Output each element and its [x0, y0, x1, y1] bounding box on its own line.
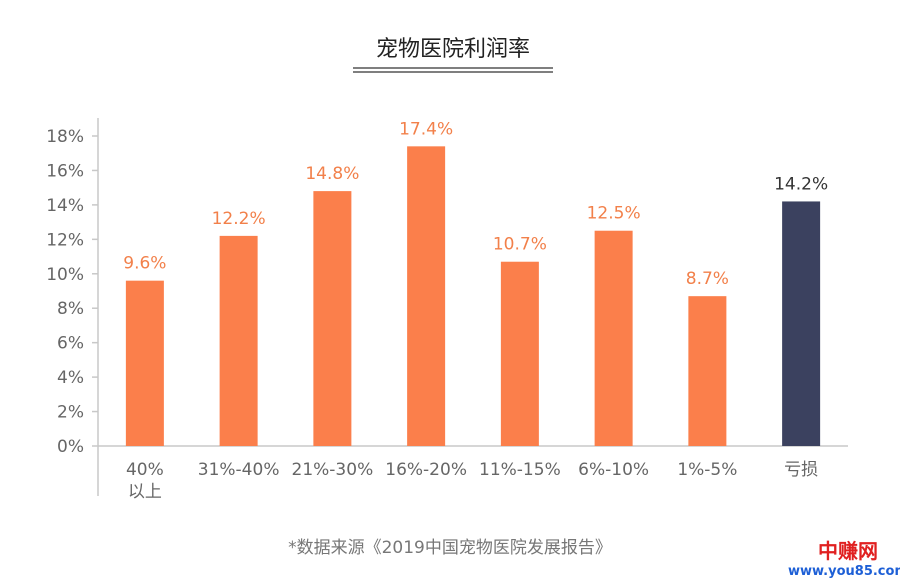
data-label: 12.5%	[587, 204, 641, 224]
x-tick-label: 11%-15%	[479, 460, 561, 480]
y-tick-label: 8%	[57, 299, 84, 319]
data-label: 9.6%	[123, 254, 166, 274]
y-tick-label: 12%	[46, 230, 84, 250]
watermark-line1: 中赚网	[818, 539, 878, 563]
bar	[219, 235, 258, 446]
y-tick-label: 14%	[46, 196, 84, 216]
bar	[313, 191, 352, 446]
watermark-line2: www.you85.com	[788, 564, 900, 579]
x-tick-label: 31%-40%	[198, 460, 280, 480]
y-tick-label: 2%	[57, 403, 84, 423]
data-label: 8.7%	[686, 269, 729, 289]
x-tick-label: 6%-10%	[578, 460, 649, 480]
y-tick-label: 0%	[57, 437, 84, 457]
y-tick-label: 6%	[57, 334, 84, 354]
bar	[500, 261, 539, 446]
x-tick-label: 21%-30%	[292, 460, 374, 480]
value-labels: 9.6% 12.2% 14.8% 17.4% 10.7% 12.5% 8.7% 14.2%	[123, 119, 828, 289]
x-tick-label: 1%-5%	[677, 460, 737, 480]
y-tick-label: 4%	[57, 368, 84, 388]
bar	[782, 201, 821, 446]
y-tick-label: 16%	[46, 161, 84, 181]
watermark-logo: 中赚网 www.you85.com	[788, 539, 900, 579]
x-tick-label: 以上	[128, 482, 162, 502]
y-tick-label: 18%	[46, 127, 84, 147]
bar	[125, 280, 164, 446]
x-tick-label: 16%-20%	[385, 460, 467, 480]
data-label: 10.7%	[493, 235, 547, 255]
x-tick-label: 亏损	[784, 460, 818, 480]
bar-series	[125, 146, 821, 447]
x-tick-label: 40%	[126, 460, 164, 480]
bar	[594, 230, 633, 446]
data-label: 17.4%	[399, 119, 453, 139]
x-axis-labels: 40%以上 31%-40% 21%-30% 16%-20% 11%-15% 6%-10% 1…	[126, 460, 818, 502]
chart-title: 宠物医院利润率	[376, 37, 530, 62]
data-label: 12.2%	[212, 209, 266, 229]
data-label: 14.8%	[305, 164, 359, 184]
y-axis-ticks: 0% 2% 4% 6% 8% 10% 12% 14% 16% 18%	[46, 127, 98, 457]
bar	[407, 146, 446, 447]
source-note: *数据来源《2019中国宠物医院发展报告》	[288, 538, 612, 558]
bar	[688, 296, 727, 446]
y-tick-label: 10%	[46, 265, 84, 285]
data-label: 14.2%	[774, 174, 828, 194]
